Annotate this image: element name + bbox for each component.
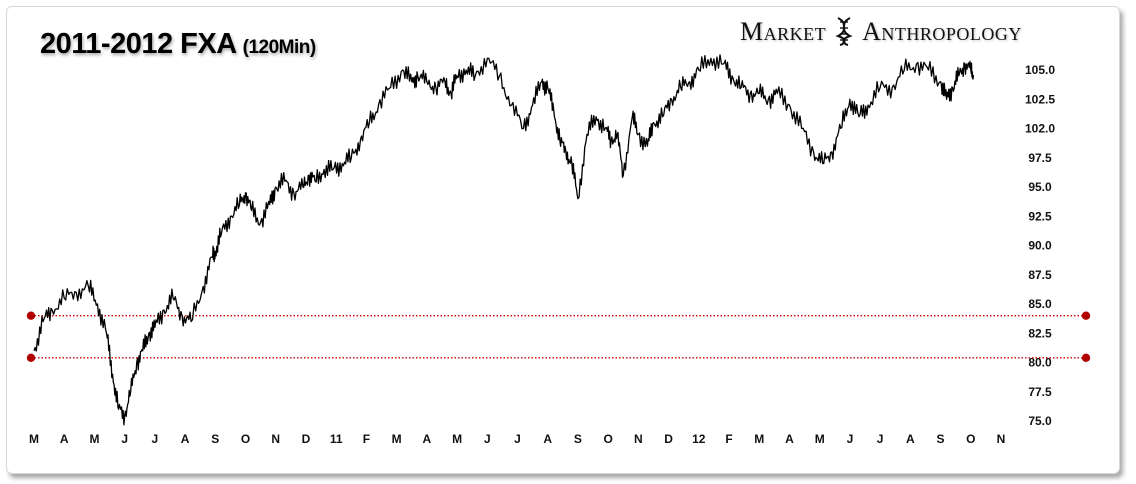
chart-frame	[6, 6, 1120, 474]
x-tick-label: J	[877, 432, 884, 446]
x-tick-label: A	[181, 432, 190, 446]
x-tick-label: A	[543, 432, 552, 446]
x-tick-label: A	[906, 432, 915, 446]
x-tick-label: J	[152, 432, 159, 446]
x-tick-label: J	[514, 432, 521, 446]
x-tick-label: 12	[692, 432, 706, 446]
x-tick-label: J	[484, 432, 491, 446]
x-tick-label: A	[423, 432, 432, 446]
x-tick-label: O	[241, 432, 250, 446]
y-tick-label: 85.0	[1028, 297, 1052, 311]
y-tick-label: 97.5	[1028, 151, 1052, 165]
chart-title: 2011-2012 FXA (120Min)	[40, 28, 316, 61]
x-tick-label: N	[271, 432, 280, 446]
y-tick-label: 92.5	[1028, 209, 1052, 223]
x-tick-label: M	[754, 432, 764, 446]
y-tick-label: 90.0	[1028, 239, 1052, 253]
x-tick-label: M	[452, 432, 462, 446]
x-tick-label: O	[966, 432, 975, 446]
x-tick-label: N	[997, 432, 1006, 446]
x-tick-label: F	[725, 432, 732, 446]
x-tick-label: D	[302, 432, 311, 446]
x-tick-label: A	[785, 432, 794, 446]
y-tick-label: 82.5	[1028, 326, 1052, 340]
x-tick-label: D	[664, 432, 673, 446]
x-tick-label: S	[937, 432, 945, 446]
y-tick-label: 87.5	[1028, 268, 1052, 282]
price-series-line	[33, 54, 975, 426]
chart-title-sub: (120Min)	[242, 37, 317, 58]
chart-title-main: 2011-2012 FXA	[40, 28, 237, 60]
x-tick-label: J	[121, 432, 128, 446]
x-tick-label: A	[60, 432, 69, 446]
y-tick-label: 75.0	[1028, 414, 1052, 428]
x-tick-label: F	[363, 432, 370, 446]
support-line-marker	[26, 311, 36, 320]
support-line-marker	[1081, 311, 1091, 320]
x-tick-label: M	[392, 432, 402, 446]
y-tick-label: 80.0	[1028, 356, 1052, 370]
brand-word-right: Anthropology	[862, 17, 1022, 46]
y-tick-label: 102.0	[1025, 122, 1055, 136]
support-line-marker	[1081, 353, 1091, 363]
x-tick-label: M	[29, 432, 39, 446]
dna-helix-icon	[835, 17, 853, 46]
y-tick-label: 105.0	[1025, 63, 1055, 77]
y-tick-label: 77.5	[1028, 385, 1052, 399]
brand-word-left: Market	[740, 17, 827, 46]
x-tick-label: S	[211, 432, 219, 446]
brand-logo: Market Anthropology	[740, 16, 1022, 52]
y-tick-label: 102.5	[1025, 92, 1055, 106]
support-line-marker	[26, 353, 36, 363]
x-tick-label: O	[603, 432, 612, 446]
y-tick-label: 95.0	[1028, 180, 1052, 194]
x-tick-label: M	[89, 432, 99, 446]
x-tick-label: J	[847, 432, 854, 446]
x-tick-label: N	[634, 432, 643, 446]
x-tick-label: M	[815, 432, 825, 446]
x-tick-label: 11	[330, 432, 343, 446]
x-tick-label: S	[574, 432, 582, 446]
